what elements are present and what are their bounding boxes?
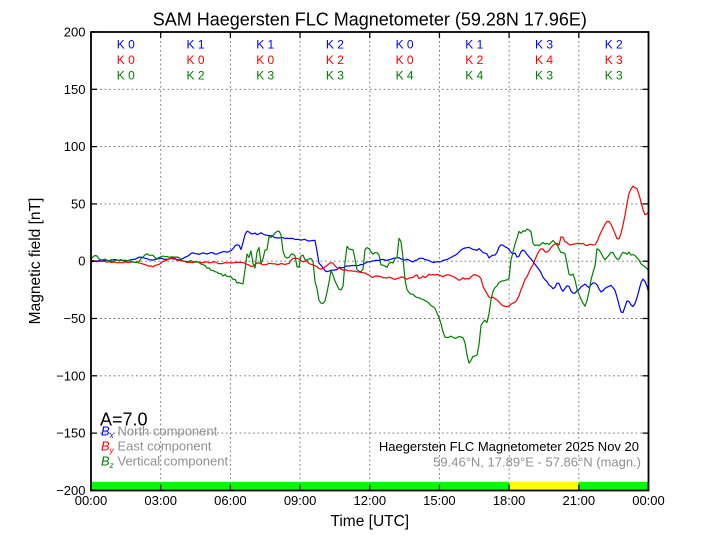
svg-text:Time [UTC]: Time [UTC]: [330, 513, 409, 530]
svg-text:East component: East component: [118, 439, 212, 454]
svg-text:K 4: K 4: [465, 69, 483, 83]
svg-text:K 0: K 0: [186, 53, 204, 67]
svg-text:150: 150: [64, 82, 86, 97]
svg-text:Vertical component: Vertical component: [118, 454, 229, 469]
svg-text:59.46°N, 17.89°E - 57.86°N (ma: 59.46°N, 17.89°E - 57.86°N (magn.): [433, 455, 641, 470]
svg-text:K 0: K 0: [117, 53, 135, 67]
svg-text:A=7.0: A=7.0: [100, 410, 148, 430]
svg-text:K 2: K 2: [326, 53, 344, 67]
svg-text:100: 100: [64, 139, 86, 154]
svg-text:Magnetic field [nT]: Magnetic field [nT]: [27, 198, 44, 325]
svg-text:18:00: 18:00: [493, 493, 526, 508]
svg-text:K 2: K 2: [326, 37, 344, 51]
svg-text:K 3: K 3: [256, 69, 274, 83]
svg-text:K 1: K 1: [465, 37, 483, 51]
svg-text:21:00: 21:00: [563, 493, 596, 508]
svg-text:Haegersten FLC Magnetometer 20: Haegersten FLC Magnetometer 2025 Nov 20: [379, 439, 639, 454]
svg-text:K 0: K 0: [396, 53, 414, 67]
svg-text:K 3: K 3: [605, 69, 623, 83]
svg-text:K 3: K 3: [535, 69, 553, 83]
svg-text:North component: North component: [118, 424, 218, 439]
svg-text:K 4: K 4: [396, 69, 414, 83]
svg-text:K 2: K 2: [186, 69, 204, 83]
svg-text:K 0: K 0: [256, 53, 274, 67]
svg-text:0: 0: [78, 254, 85, 269]
svg-text:09:00: 09:00: [284, 493, 317, 508]
svg-text:−150: −150: [56, 426, 85, 441]
svg-text:SAM Haegersten FLC Magnetomete: SAM Haegersten FLC Magnetometer (59.28N …: [153, 10, 587, 30]
svg-text:03:00: 03:00: [144, 493, 177, 508]
svg-text:200: 200: [64, 24, 86, 39]
svg-text:K 0: K 0: [117, 69, 135, 83]
svg-text:K 1: K 1: [256, 37, 274, 51]
svg-text:00:00: 00:00: [75, 493, 108, 508]
svg-text:K 0: K 0: [117, 37, 135, 51]
svg-text:K 3: K 3: [326, 69, 344, 83]
svg-text:K 2: K 2: [465, 53, 483, 67]
svg-text:K 3: K 3: [605, 53, 623, 67]
svg-text:06:00: 06:00: [214, 493, 247, 508]
svg-text:−50: −50: [63, 311, 85, 326]
svg-text:K 0: K 0: [396, 37, 414, 51]
svg-text:12:00: 12:00: [354, 493, 387, 508]
svg-text:−200: −200: [56, 483, 85, 498]
svg-text:K 4: K 4: [535, 53, 553, 67]
svg-text:K 2: K 2: [605, 37, 623, 51]
svg-text:50: 50: [71, 196, 85, 211]
svg-text:00:00: 00:00: [632, 493, 665, 508]
svg-text:15:00: 15:00: [423, 493, 456, 508]
svg-text:−100: −100: [56, 368, 85, 383]
svg-text:K 1: K 1: [186, 37, 204, 51]
svg-text:K 3: K 3: [535, 37, 553, 51]
